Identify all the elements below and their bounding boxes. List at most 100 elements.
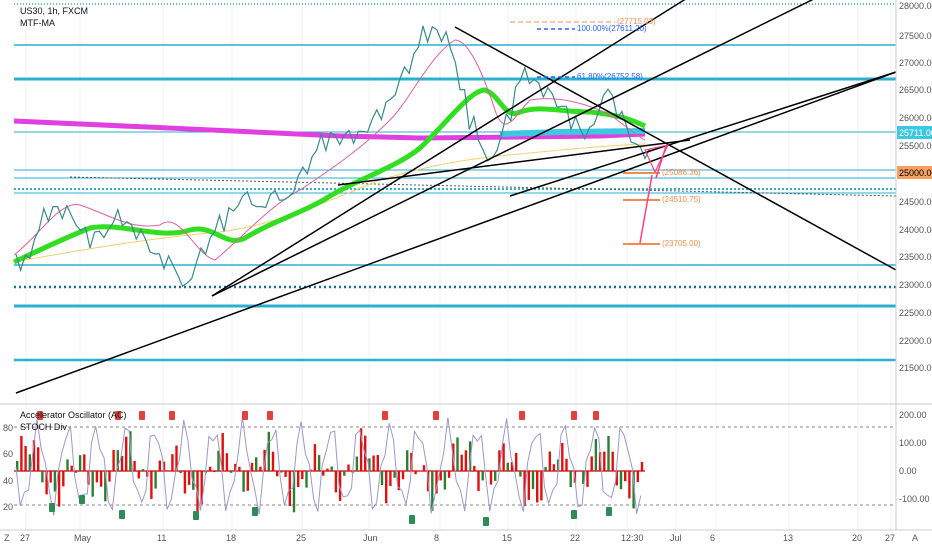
stoch-marker bbox=[571, 411, 577, 420]
time-label: 13 bbox=[783, 533, 793, 543]
time-axis[interactable]: 27 May 11 18 25 Jun 8 15 22 12:30 Jul 6 13 20 27 bbox=[20, 533, 895, 543]
current-price: 25711.00 bbox=[899, 128, 932, 138]
oscillator-bar bbox=[640, 461, 644, 471]
oscillator-bar bbox=[225, 453, 229, 471]
oscillator-bar bbox=[284, 471, 287, 477]
oscillator-bar bbox=[313, 444, 317, 471]
oscillator-bar bbox=[141, 469, 145, 471]
oscillator-tick: 100.00 bbox=[899, 438, 927, 448]
oscillator-bar bbox=[603, 451, 606, 471]
time-label: Jun bbox=[363, 533, 378, 543]
stoch-marker bbox=[519, 411, 525, 420]
oscillator-bar bbox=[162, 461, 166, 471]
oscillator-bar bbox=[368, 458, 371, 471]
oscillator-bar bbox=[544, 467, 547, 471]
oscillator-axis: 200.00 100.00 0.00 -100.00 bbox=[899, 410, 930, 504]
oscillator-bar bbox=[569, 471, 572, 488]
targets: (25086.36) (24510.75) (23705.00) bbox=[623, 144, 701, 248]
oscillator-bar bbox=[594, 439, 598, 471]
z-label: Z bbox=[4, 533, 10, 543]
oscillator-bar bbox=[37, 447, 40, 471]
oscillator-bar bbox=[24, 446, 27, 471]
symbol-title: US30, 1h, FXCM bbox=[20, 6, 88, 16]
oscillator-bar bbox=[443, 471, 447, 490]
fib-top-label: (27715.03) bbox=[617, 17, 656, 26]
oscillator-bar bbox=[99, 471, 103, 487]
oscillator-bar bbox=[175, 445, 178, 471]
time-label: 27 bbox=[20, 533, 30, 543]
time-label: 25 bbox=[296, 533, 306, 543]
oscillator-bar bbox=[464, 450, 468, 471]
stoch-marker bbox=[242, 411, 248, 420]
fib-618-label: 61.80%(26752.58) bbox=[577, 72, 643, 81]
oscillator-bar bbox=[234, 463, 237, 471]
stoch-marker bbox=[119, 510, 125, 519]
oscillator-bar bbox=[632, 471, 635, 509]
oscillator-bar bbox=[104, 471, 107, 502]
oscillator-bar bbox=[305, 471, 308, 488]
ma-cyan bbox=[499, 128, 646, 137]
oscillator-bar bbox=[338, 471, 342, 501]
oscillator-bar bbox=[217, 450, 220, 471]
oscillator-bar bbox=[70, 465, 73, 471]
oscillator-bar bbox=[460, 454, 463, 471]
time-label: Jul bbox=[670, 533, 682, 543]
stoch-marker bbox=[139, 411, 145, 420]
stoch-marker bbox=[483, 517, 489, 526]
oscillator-bar bbox=[120, 456, 124, 471]
fib-projection: (27715.03) 100.00%(27611.20) 61.80%(2675… bbox=[510, 17, 656, 81]
oscillator-bar bbox=[83, 454, 86, 471]
oscillator-bar bbox=[108, 471, 111, 482]
time-label: 11 bbox=[157, 533, 166, 543]
oscillator-tick: -100.00 bbox=[899, 494, 930, 504]
oscillator-bar bbox=[28, 454, 31, 471]
horizontal-levels bbox=[14, 3, 897, 362]
oscillator-bar bbox=[389, 471, 392, 486]
oscillator-bar bbox=[280, 471, 283, 473]
oscillator-bar bbox=[16, 461, 19, 471]
oscillator-bar bbox=[494, 471, 497, 481]
current-price-badge bbox=[897, 126, 932, 139]
oscillator-bar bbox=[468, 441, 472, 471]
indicator-title: MTF-MA bbox=[20, 18, 55, 28]
target-2-label: (24510.75) bbox=[662, 195, 701, 204]
price-tick: 23500.00 bbox=[899, 252, 932, 262]
oscillator-bar bbox=[540, 471, 543, 501]
oscillator-bar bbox=[347, 464, 350, 471]
oscillator-bar bbox=[477, 471, 480, 491]
oscillator-bar bbox=[515, 453, 518, 471]
oscillator-subtitle: STOCH Div bbox=[20, 422, 67, 432]
ma-magenta bbox=[13, 118, 646, 141]
oscillator-bar bbox=[242, 471, 245, 492]
stoch-marker bbox=[79, 495, 85, 504]
oscillator-bar bbox=[309, 469, 312, 471]
oscillator-bar bbox=[636, 471, 639, 482]
oscillator-bar bbox=[380, 471, 384, 485]
oscillator-bar bbox=[506, 462, 509, 471]
oscillator-bar bbox=[229, 471, 233, 473]
oscillator-bar bbox=[137, 471, 140, 479]
oscillator-bar bbox=[552, 464, 556, 471]
oscillator-bar bbox=[57, 471, 61, 507]
oscillator-bar bbox=[510, 462, 514, 471]
oscillator-bar bbox=[154, 471, 157, 489]
oscillator-bar bbox=[565, 458, 568, 471]
oscillator-bar bbox=[192, 471, 195, 490]
oscillator-bar bbox=[334, 471, 338, 493]
oscillator-bar bbox=[586, 471, 589, 487]
oscillator-bar bbox=[158, 460, 161, 471]
price-tick: 22500.00 bbox=[899, 308, 932, 318]
stoch-tick: 60 bbox=[3, 449, 13, 459]
level-price: 25000.00 bbox=[899, 168, 932, 178]
oscillator-bar bbox=[330, 466, 333, 471]
oscillator-bar bbox=[343, 471, 346, 476]
oscillator-bar bbox=[393, 471, 396, 478]
oscillator-bar bbox=[406, 450, 409, 471]
oscillator-bar bbox=[598, 452, 602, 471]
oscillator-bar bbox=[548, 451, 551, 471]
oscillator-bar bbox=[414, 471, 417, 475]
price-tick: 26000.00 bbox=[899, 113, 932, 123]
oscillator-bar bbox=[485, 470, 489, 471]
oscillator-bar bbox=[292, 471, 296, 513]
